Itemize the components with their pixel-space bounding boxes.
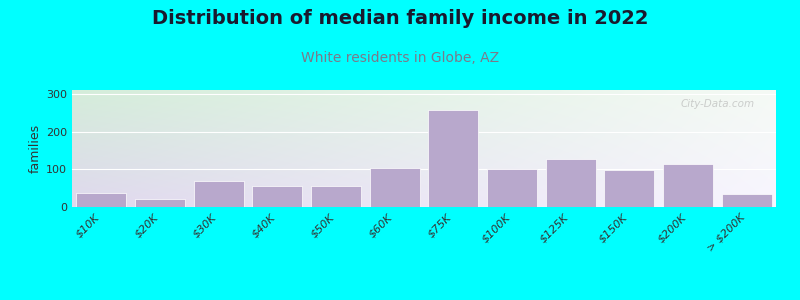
Text: Distribution of median family income in 2022: Distribution of median family income in … [152, 9, 648, 28]
Bar [663, 164, 713, 207]
Bar [77, 193, 126, 207]
Text: White residents in Globe, AZ: White residents in Globe, AZ [301, 51, 499, 65]
Y-axis label: families: families [29, 124, 42, 173]
Bar [135, 200, 185, 207]
Bar [370, 168, 419, 207]
Bar [487, 169, 537, 207]
Bar [311, 186, 361, 207]
Bar [605, 170, 654, 207]
Bar [194, 181, 243, 207]
Bar [722, 194, 771, 207]
Bar [253, 186, 302, 207]
Text: City-Data.com: City-Data.com [681, 99, 755, 110]
Bar [546, 159, 595, 207]
Bar [429, 110, 478, 207]
